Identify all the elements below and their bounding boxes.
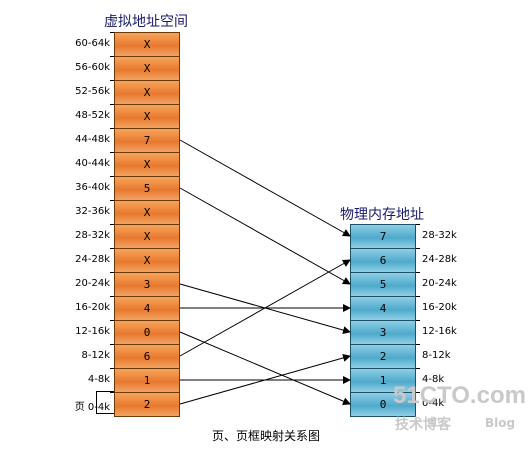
- physical-frame-range-label: 28-32k: [422, 230, 457, 241]
- physical-memory-title: 物理内存地址: [340, 207, 424, 223]
- virtual-page-range-label: 40-44k: [75, 158, 110, 169]
- virtual-tick: [110, 200, 114, 201]
- physical-frame-range-label: 4-8k: [422, 374, 445, 385]
- physical-frame-cell: 0: [350, 392, 416, 417]
- physical-tick: [416, 320, 420, 321]
- virtual-tick: [110, 344, 114, 345]
- virtual-page-cell: X: [114, 224, 180, 249]
- virtual-page-range-label: 60-64k: [75, 38, 110, 49]
- virtual-page-range-label: 16-20k: [75, 302, 110, 313]
- virtual-tick: [110, 248, 114, 249]
- virtual-page-range-label: 52-56k: [75, 86, 110, 97]
- virtual-page-cell: 6: [114, 344, 180, 369]
- virtual-page-range-label: 48-52k: [75, 110, 110, 121]
- physical-tick: [416, 248, 420, 249]
- virtual-address-space-title: 虚拟地址空间: [104, 14, 188, 30]
- physical-frame-range-label: 8-12k: [422, 350, 451, 361]
- virtual-page-cell: 2: [114, 392, 180, 417]
- watermark-subtitle: 技术博客: [395, 417, 451, 433]
- virtual-page-range-label: 24-28k: [75, 254, 110, 265]
- virtual-tick: [110, 128, 114, 129]
- physical-tick: [416, 272, 420, 273]
- virtual-page-range-label: 44-48k: [75, 134, 110, 145]
- virtual-page-range-label: 56-60k: [75, 62, 110, 73]
- virtual-tick: [110, 104, 114, 105]
- physical-tick: [416, 368, 420, 369]
- virtual-tick: [110, 152, 114, 153]
- diagram-caption: 页、页框映射关系图: [211, 429, 320, 443]
- physical-frame-range-label: 16-20k: [422, 302, 457, 313]
- virtual-tick: [110, 32, 114, 33]
- virtual-page-range-label: 12-16k: [75, 326, 110, 337]
- mapping-arrow: [179, 259, 351, 357]
- physical-tick: [416, 344, 420, 345]
- physical-frame-cell: 7: [350, 224, 416, 249]
- physical-frame-range-label: 0-4k: [422, 398, 445, 409]
- virtual-page-cell: X: [114, 248, 180, 273]
- virtual-tick: [110, 56, 114, 57]
- virtual-page-cell: 4: [114, 296, 180, 321]
- watermark-blog: Blog: [485, 416, 516, 430]
- virtual-page-cell: X: [114, 152, 180, 177]
- watermark-logo: 51CTO.com: [393, 382, 526, 409]
- virtual-page-range-label: 28-32k: [75, 230, 110, 241]
- virtual-tick: [110, 224, 114, 225]
- mapping-arrow: [179, 139, 351, 237]
- virtual-page-cell: 7: [114, 128, 180, 153]
- physical-frame-cell: 3: [350, 320, 416, 345]
- mapping-arrow: [179, 354, 351, 405]
- physical-frame-range-label: 20-24k: [422, 278, 457, 289]
- virtual-tick: [110, 368, 114, 369]
- virtual-tick: [110, 176, 114, 177]
- physical-tick: [416, 224, 420, 225]
- mapping-arrow: [179, 331, 351, 405]
- virtual-page-range-label: 8-12k: [81, 350, 111, 361]
- mapping-arrow: [179, 187, 351, 285]
- virtual-page-cell: X: [114, 32, 180, 57]
- physical-frame-cell: 1: [350, 368, 416, 393]
- virtual-page-range-label: 32-36k: [75, 206, 110, 217]
- virtual-page-range-label: 20-24k: [75, 278, 110, 289]
- virtual-tick: [110, 272, 114, 273]
- virtual-tick: [110, 320, 114, 321]
- physical-frame-range-label: 24-28k: [422, 254, 457, 265]
- virtual-page-range-label: 页 0-4k: [74, 402, 110, 413]
- virtual-tick: [110, 296, 114, 297]
- page-bracket: [96, 391, 114, 414]
- physical-frame-range-label: 12-16k: [422, 326, 457, 337]
- virtual-page-range-label: 36-40k: [75, 182, 110, 193]
- virtual-tick: [110, 80, 114, 81]
- virtual-page-cell: X: [114, 80, 180, 105]
- physical-tick: [416, 296, 420, 297]
- physical-tick: [416, 392, 420, 393]
- virtual-page-range-label: 4-8k: [87, 374, 110, 385]
- virtual-tick: [110, 392, 114, 393]
